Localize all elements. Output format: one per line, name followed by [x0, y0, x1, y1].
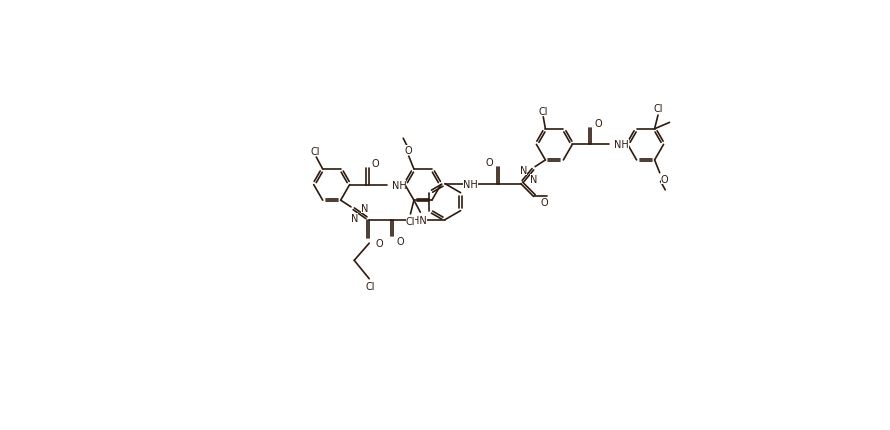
Text: HN: HN	[412, 215, 427, 225]
Text: N: N	[360, 204, 368, 214]
Text: O: O	[397, 237, 404, 246]
Text: O: O	[660, 175, 668, 185]
Text: N: N	[520, 166, 528, 175]
Text: NH: NH	[614, 140, 629, 150]
Text: N: N	[530, 175, 538, 185]
Text: O: O	[486, 158, 493, 168]
Text: NH: NH	[392, 180, 407, 190]
Text: Cl: Cl	[653, 104, 663, 114]
Text: Cl: Cl	[311, 147, 320, 157]
Text: Cl: Cl	[365, 282, 375, 292]
Text: Cl: Cl	[538, 107, 548, 117]
Text: NH: NH	[463, 179, 478, 189]
Text: O: O	[595, 119, 603, 129]
Text: O: O	[404, 145, 412, 155]
Text: Cl: Cl	[406, 216, 416, 226]
Text: O: O	[372, 159, 379, 169]
Text: O: O	[376, 239, 383, 249]
Text: O: O	[540, 197, 548, 207]
Text: N: N	[351, 213, 358, 223]
